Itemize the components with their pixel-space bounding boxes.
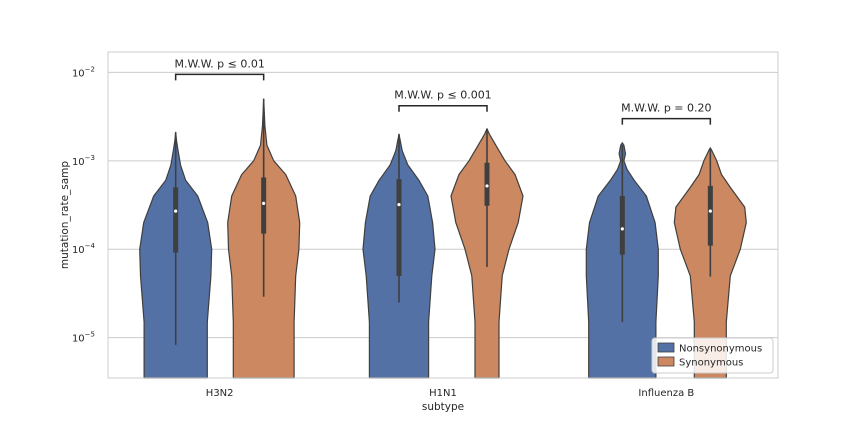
significance-bracket: M.W.W. p ≤ 0.001: [394, 89, 492, 112]
legend-swatch: [657, 356, 675, 367]
significance-annotations: M.W.W. p ≤ 0.01 M.W.W. p ≤ 0.001 M.W.W. p …: [174, 57, 712, 125]
plot-frame: [107, 51, 779, 379]
y-tick-labels: 10−5 10−4 10−3 10−2: [72, 65, 96, 344]
violins: [139, 98, 747, 379]
p-value-label: M.W.W. p ≤ 0.001: [394, 89, 491, 102]
significance-bracket: M.W.W. p ≤ 0.01: [174, 57, 265, 81]
violin-synonymous-influenza-b: [673, 147, 747, 379]
legend: Nonsynonymous Synonymous: [651, 337, 774, 374]
violin-synonymous-h3n2: [227, 98, 301, 379]
violin-median: [397, 202, 401, 207]
legend-label: Synonymous: [679, 358, 743, 369]
p-value-label: M.W.W. p ≤ 0.01: [174, 57, 264, 70]
significance-bracket: M.W.W. p = 0.20: [621, 102, 712, 125]
violin-median: [708, 209, 712, 213]
y-tick-label: 10−5: [72, 331, 95, 345]
bracket-line: [621, 117, 712, 125]
x-tick-label: H3N2: [206, 388, 234, 399]
x-tick-labels: H3N2 H1N1 Influenza B: [206, 388, 695, 399]
x-tick-label: Influenza B: [638, 388, 694, 399]
violin-median: [485, 184, 489, 188]
legend-swatch: [657, 342, 675, 353]
x-tick-label: H1N1: [429, 388, 457, 399]
violin-median: [174, 209, 178, 213]
x-axis-label: subtype: [422, 401, 464, 413]
violin-median: [262, 201, 266, 205]
legend-label: Nonsynonymous: [679, 344, 762, 355]
violin-median: [620, 227, 624, 231]
bracket-line: [398, 104, 488, 112]
violin-synonymous-h1n1: [450, 128, 524, 379]
legend-box: [651, 337, 774, 374]
y-axis-label: mutation_rate_samp: [59, 161, 71, 270]
violin-nonsynonymous-h1n1: [362, 133, 436, 379]
violin-nonsynonymous-influenza-b: [585, 142, 659, 379]
violin-nonsynonymous-h3n2: [139, 131, 213, 379]
y-tick-label: 10−2: [72, 65, 95, 79]
y-tick-label: 10−3: [72, 154, 95, 168]
p-value-label: M.W.W. p = 0.20: [621, 102, 711, 115]
y-tick-label: 10−4: [72, 242, 96, 256]
bracket-line: [174, 73, 265, 81]
